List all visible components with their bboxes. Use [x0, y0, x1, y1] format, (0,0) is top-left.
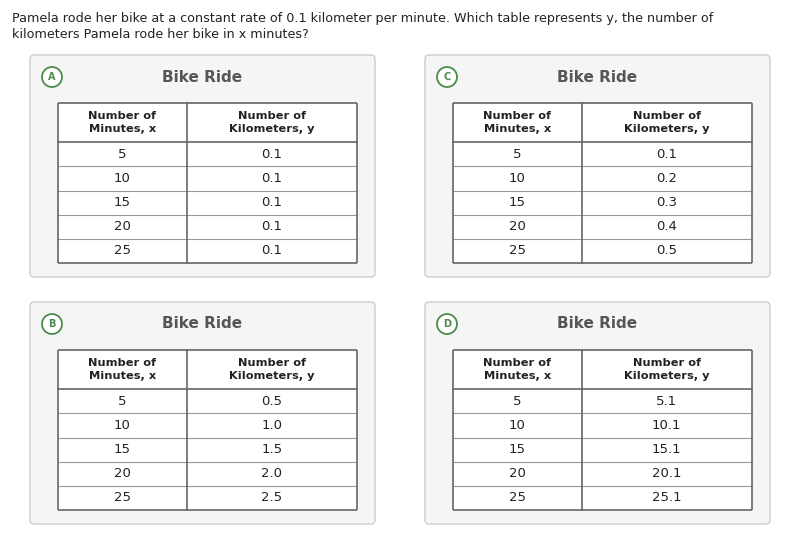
Text: 20: 20 [509, 220, 526, 233]
Text: 15: 15 [509, 196, 526, 209]
Text: 0.2: 0.2 [656, 172, 678, 185]
Text: 0.4: 0.4 [656, 220, 678, 233]
Text: 10.1: 10.1 [652, 419, 682, 432]
Text: 0.5: 0.5 [262, 395, 282, 408]
Text: 15: 15 [114, 443, 130, 456]
Text: 5: 5 [513, 148, 522, 161]
Text: 5: 5 [118, 148, 126, 161]
Text: C: C [443, 72, 450, 82]
Text: 20: 20 [114, 467, 130, 480]
Text: Number of
Minutes, x: Number of Minutes, x [483, 111, 551, 134]
Text: 10: 10 [114, 172, 130, 185]
Text: 0.1: 0.1 [656, 148, 678, 161]
Text: 20: 20 [114, 220, 130, 233]
Text: Number of
Kilometers, y: Number of Kilometers, y [624, 111, 710, 134]
FancyBboxPatch shape [425, 302, 770, 524]
Text: Number of
Minutes, x: Number of Minutes, x [483, 358, 551, 381]
Bar [453, 350, 752, 510]
Text: Number of
Kilometers, y: Number of Kilometers, y [229, 358, 314, 381]
Text: Bike Ride: Bike Ride [558, 316, 638, 332]
Text: 20.1: 20.1 [652, 467, 682, 480]
Text: 25: 25 [114, 491, 130, 504]
Text: B: B [48, 319, 56, 329]
Text: D: D [443, 319, 451, 329]
Text: Bike Ride: Bike Ride [162, 70, 242, 84]
Circle shape [42, 67, 62, 87]
Text: Pamela rode her bike at a constant rate of 0.1 kilometer per minute. Which table: Pamela rode her bike at a constant rate … [12, 12, 714, 25]
FancyBboxPatch shape [30, 302, 375, 524]
Text: Number of
Kilometers, y: Number of Kilometers, y [624, 358, 710, 381]
Text: 15.1: 15.1 [652, 443, 682, 456]
Text: 0.1: 0.1 [262, 148, 282, 161]
Text: 25.1: 25.1 [652, 491, 682, 504]
Bar [58, 103, 357, 263]
Text: 0.5: 0.5 [656, 245, 678, 258]
Text: A: A [48, 72, 56, 82]
Text: 25: 25 [114, 245, 130, 258]
Text: 15: 15 [114, 196, 130, 209]
Text: 1.5: 1.5 [262, 443, 282, 456]
Bar [58, 350, 357, 510]
Text: 0.1: 0.1 [262, 196, 282, 209]
Text: 0.1: 0.1 [262, 245, 282, 258]
Circle shape [437, 67, 457, 87]
Text: kilometers Pamela rode her bike in x minutes?: kilometers Pamela rode her bike in x min… [12, 28, 309, 41]
Text: 5: 5 [513, 395, 522, 408]
Text: 0.1: 0.1 [262, 172, 282, 185]
Text: 2.5: 2.5 [262, 491, 282, 504]
Text: 2.0: 2.0 [262, 467, 282, 480]
FancyBboxPatch shape [425, 55, 770, 277]
Text: Number of
Minutes, x: Number of Minutes, x [88, 358, 156, 381]
Text: 25: 25 [509, 245, 526, 258]
Text: Bike Ride: Bike Ride [162, 316, 242, 332]
Text: 15: 15 [509, 443, 526, 456]
Text: 1.0: 1.0 [262, 419, 282, 432]
FancyBboxPatch shape [30, 55, 375, 277]
Text: 10: 10 [114, 419, 130, 432]
Bar [453, 103, 752, 263]
Text: 10: 10 [509, 172, 526, 185]
Circle shape [437, 314, 457, 334]
Text: Bike Ride: Bike Ride [558, 70, 638, 84]
Text: 0.1: 0.1 [262, 220, 282, 233]
Text: 5.1: 5.1 [656, 395, 678, 408]
Text: Number of
Kilometers, y: Number of Kilometers, y [229, 111, 314, 134]
Text: 25: 25 [509, 491, 526, 504]
Text: 5: 5 [118, 395, 126, 408]
Text: 10: 10 [509, 419, 526, 432]
Circle shape [42, 314, 62, 334]
Text: 20: 20 [509, 467, 526, 480]
Text: Number of
Minutes, x: Number of Minutes, x [88, 111, 156, 134]
Text: 0.3: 0.3 [656, 196, 678, 209]
